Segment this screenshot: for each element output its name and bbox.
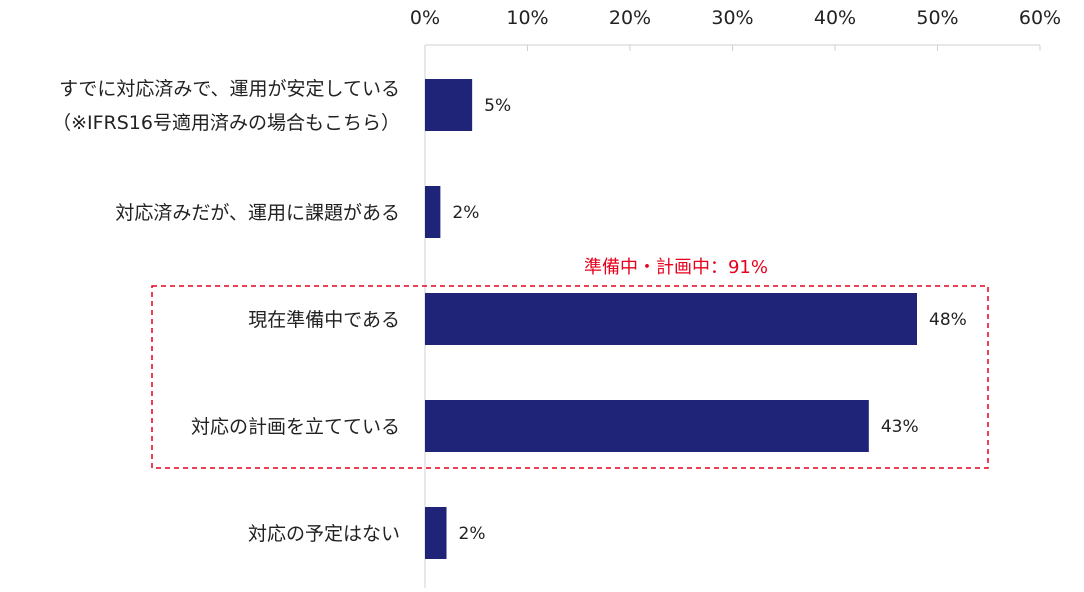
category-labels: すでに対応済みで、運用が安定している （※IFRS16号適用済みの場合もこちら） 対… (52, 78, 400, 545)
category-label: （※IFRS16号適用済みの場合もこちら） (52, 112, 400, 134)
data-label: 2% (459, 524, 486, 544)
data-labels: 5% 2% 48% 43% 2% (452, 96, 966, 544)
bar (425, 186, 441, 238)
x-tick-label: 60% (1019, 7, 1061, 29)
x-tick-label: 0% (410, 7, 440, 29)
category-label: 現在準備中である (248, 309, 400, 331)
bar (425, 507, 447, 559)
category-label: 対応の予定はない (248, 523, 400, 545)
category-label: すでに対応済みで、運用が安定している (59, 78, 400, 100)
annotation-label: 準備中・計画中：91% (584, 257, 768, 278)
x-tick-label: 30% (711, 7, 753, 29)
data-label: 2% (452, 203, 479, 223)
category-label: 対応済みだが、運用に課題がある (115, 202, 400, 224)
data-label: 5% (484, 96, 511, 116)
x-tick-label: 10% (506, 7, 548, 29)
data-label: 48% (929, 310, 967, 330)
x-tick-label: 40% (814, 7, 856, 29)
bar (425, 293, 917, 345)
x-tick-label: 20% (609, 7, 651, 29)
data-label: 43% (881, 417, 919, 437)
x-tick-label: 50% (916, 7, 958, 29)
bar (425, 79, 473, 131)
annotation-box (151, 285, 989, 469)
x-axis-ticks: 0% 10% 20% 30% 40% 50% 60% (410, 7, 1061, 51)
category-label: 対応の計画を立てている (191, 416, 400, 438)
bar (425, 400, 869, 452)
bars (425, 79, 917, 559)
